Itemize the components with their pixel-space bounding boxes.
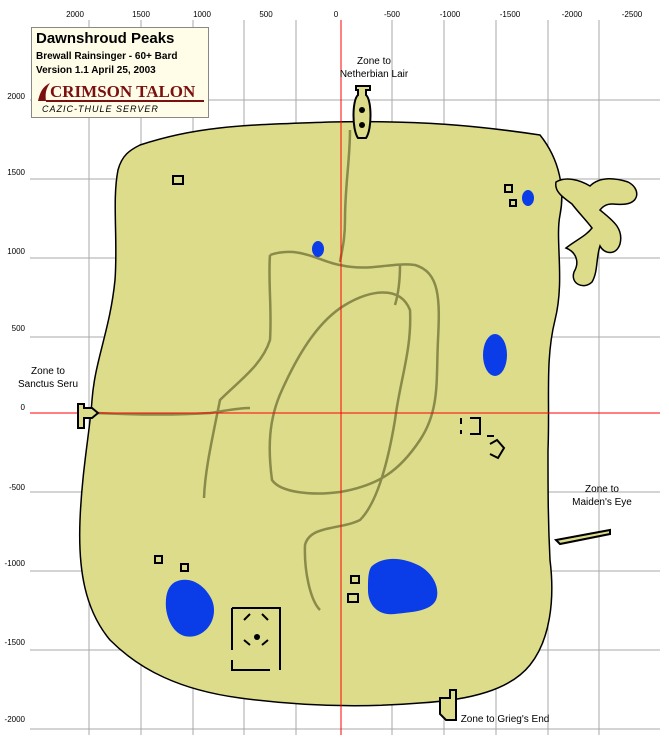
- x-tick: -1000: [440, 10, 461, 19]
- lake-south-center: [368, 558, 438, 615]
- water: [165, 190, 534, 637]
- x-tick: -2000: [562, 10, 583, 19]
- x-tick: -500: [384, 10, 401, 19]
- zone-label-west-2: Sanctus Seru: [18, 379, 78, 390]
- y-tick: -2000: [5, 715, 26, 724]
- map-title: Dawnshroud Peaks: [36, 30, 175, 47]
- lake-east: [483, 334, 507, 376]
- x-ticks: 2000 1500 1000 500 0 -500 -1000 -1500 -2…: [66, 10, 643, 19]
- talon-icon: [38, 83, 50, 101]
- x-tick: 2000: [66, 10, 84, 19]
- server-name: CAZIC-THULE SERVER: [42, 104, 159, 114]
- zone-line-east: [553, 528, 611, 546]
- zone-label-west-1: Zone to: [31, 366, 65, 377]
- y-tick: -1500: [5, 638, 26, 647]
- zone-north-marker-2: [359, 122, 365, 128]
- y-tick: 500: [12, 324, 26, 333]
- y-tick: 1500: [7, 168, 25, 177]
- zone-labels: Zone to Netherbian Lair Zone to Sanctus …: [18, 56, 632, 725]
- fortress-center: [254, 634, 260, 640]
- building-ne-2: [509, 199, 517, 207]
- zone-label-east-2: Maiden's Eye: [572, 497, 632, 508]
- map-author: Brewall Rainsinger - 60+ Bard: [36, 51, 178, 62]
- zone-label-north-2: Netherbian Lair: [340, 69, 409, 80]
- crimson-talon-logo: CRIMSON TALON: [36, 81, 204, 102]
- axes: [30, 20, 660, 735]
- building-sw-1: [154, 555, 163, 564]
- structures: [154, 175, 517, 671]
- trails: [95, 129, 441, 611]
- building-sw-2: [180, 563, 189, 572]
- y-tick: 0: [21, 403, 26, 412]
- ruins-east: [460, 417, 506, 460]
- map-version: Version 1.1 April 25, 2003: [36, 65, 156, 76]
- building-s-1: [350, 575, 360, 584]
- building-ne-1: [504, 184, 513, 193]
- zone-line-south: [439, 689, 457, 721]
- map-title-box: Dawnshroud Peaks Brewall Rainsinger - 60…: [31, 27, 209, 118]
- y-tick: -500: [9, 483, 26, 492]
- land-mass: [78, 120, 563, 707]
- building-nw: [172, 175, 184, 185]
- fortress-south: [231, 607, 281, 671]
- zone-connectors: [77, 85, 611, 721]
- zone-label-north-1: Zone to: [357, 56, 391, 67]
- zone-line-west: [77, 403, 100, 429]
- y-ticks: 2000 1500 1000 500 0 -500 -1000 -1500 -2…: [5, 92, 26, 724]
- y-tick: -1000: [5, 559, 26, 568]
- x-tick: -2500: [622, 10, 643, 19]
- zone-label-south: Zone to Grieg's End: [461, 714, 550, 725]
- y-tick: 1000: [7, 247, 25, 256]
- y-tick: 2000: [7, 92, 25, 101]
- x-tick: -1500: [500, 10, 521, 19]
- building-s-2: [347, 593, 359, 603]
- zone-label-east-1: Zone to: [585, 484, 619, 495]
- lake-north: [312, 241, 324, 257]
- x-tick: 1500: [132, 10, 150, 19]
- x-tick: 0: [334, 10, 339, 19]
- logo-text: CRIMSON TALON: [50, 82, 196, 101]
- ne-lake-region: [555, 178, 638, 287]
- lake-northeast: [522, 190, 534, 206]
- lake-southwest: [165, 579, 215, 637]
- x-tick: 1000: [193, 10, 211, 19]
- x-tick: 500: [259, 10, 273, 19]
- zone-north-marker-1: [359, 107, 365, 113]
- logo-underline: [46, 100, 204, 102]
